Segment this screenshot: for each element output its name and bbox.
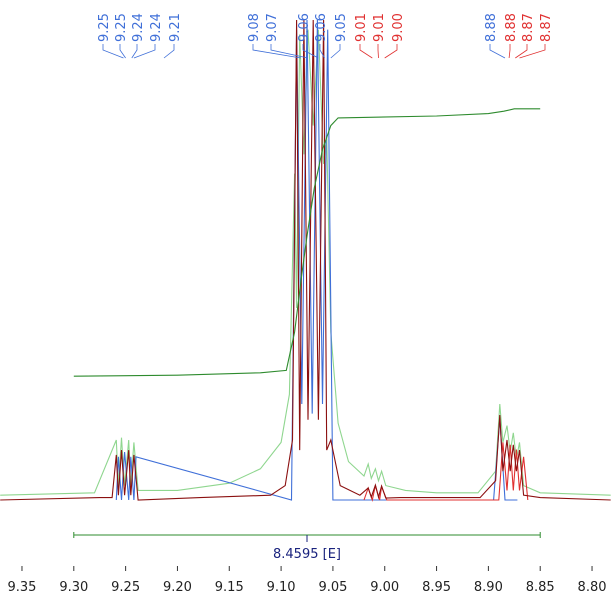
- peak-leader: [302, 44, 319, 59]
- peak-leader: [270, 44, 309, 59]
- peak-label: 9.01: [372, 13, 387, 42]
- peak-leader: [133, 44, 156, 59]
- x-tick-label: 9.30: [59, 580, 88, 595]
- peak-label: 9.06: [297, 13, 312, 42]
- peak-leader: [519, 44, 546, 59]
- peak-label: 9.25: [114, 13, 129, 42]
- peak-label: 9.00: [391, 13, 406, 42]
- integral-label: 8.4595 [E]: [273, 547, 341, 562]
- peak-label: 9.21: [168, 13, 183, 42]
- peak-leader: [119, 44, 126, 59]
- peak-label: 8.88: [504, 13, 519, 42]
- x-tick-label: 8.95: [422, 580, 451, 595]
- x-tick-label: 9.05: [318, 580, 347, 595]
- x-tick-label: 8.90: [474, 580, 503, 595]
- spectrum-line: [363, 442, 529, 503]
- x-tick-label: 9.15: [215, 580, 244, 595]
- peak-leader: [515, 44, 528, 59]
- x-tick-label: 9.10: [267, 580, 296, 595]
- x-tick-label: 8.80: [578, 580, 607, 595]
- spectrum-line: [73, 108, 541, 377]
- peak-label: 9.24: [131, 13, 146, 42]
- peak-leader: [102, 44, 124, 59]
- peak-label: 8.87: [521, 13, 536, 42]
- peak-label: 8.87: [539, 13, 554, 42]
- spectrum-line: [0, 19, 611, 501]
- peak-label: 9.07: [265, 13, 280, 42]
- peak-leader: [330, 44, 341, 59]
- peak-leader: [359, 44, 373, 59]
- x-tick-label: 8.85: [526, 580, 555, 595]
- peak-label: 9.01: [354, 13, 369, 42]
- peak-leader: [163, 44, 175, 59]
- peak-label: 9.05: [334, 13, 349, 42]
- x-tick-label: 9.20: [163, 580, 192, 595]
- spectrum-line: [0, 29, 611, 496]
- x-tick-label: 9.00: [370, 580, 399, 595]
- peak-label: 9.24: [149, 13, 164, 42]
- x-tick-label: 9.35: [7, 580, 36, 595]
- peak-leader: [131, 44, 138, 59]
- peak-label: 9.08: [247, 13, 262, 42]
- peak-leader: [384, 44, 398, 59]
- x-tick-label: 9.25: [111, 580, 140, 595]
- peak-leader: [252, 44, 301, 59]
- peak-label: 9.06: [314, 13, 329, 42]
- peak-leader: [319, 44, 325, 59]
- peak-leader: [489, 44, 506, 59]
- peak-label: 9.25: [97, 13, 112, 42]
- peak-leader: [508, 44, 511, 59]
- peak-leader: [377, 44, 379, 59]
- peak-label: 8.88: [484, 13, 499, 42]
